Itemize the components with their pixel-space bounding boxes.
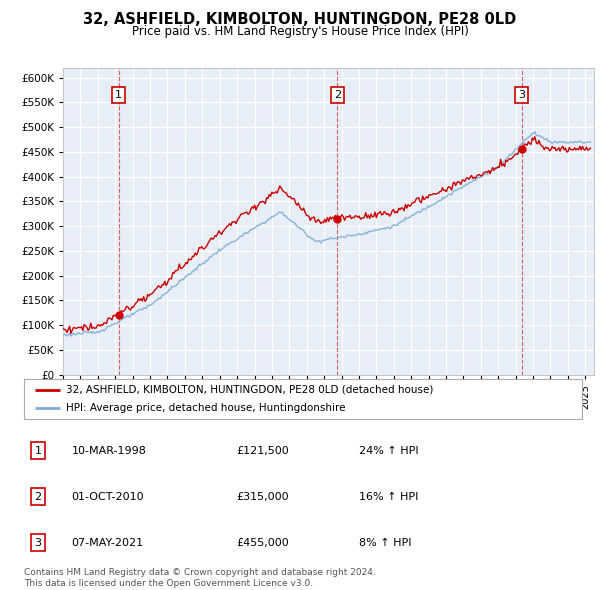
Text: £315,000: £315,000 xyxy=(236,492,289,502)
Text: 1: 1 xyxy=(115,90,122,100)
Text: 32, ASHFIELD, KIMBOLTON, HUNTINGDON, PE28 0LD: 32, ASHFIELD, KIMBOLTON, HUNTINGDON, PE2… xyxy=(83,12,517,27)
Text: 2: 2 xyxy=(34,492,41,502)
Text: 8% ↑ HPI: 8% ↑ HPI xyxy=(359,538,412,548)
Text: 24% ↑ HPI: 24% ↑ HPI xyxy=(359,446,418,455)
Text: 3: 3 xyxy=(34,538,41,548)
Text: Contains HM Land Registry data © Crown copyright and database right 2024.: Contains HM Land Registry data © Crown c… xyxy=(24,568,376,576)
Text: HPI: Average price, detached house, Huntingdonshire: HPI: Average price, detached house, Hunt… xyxy=(66,403,346,413)
Text: 01-OCT-2010: 01-OCT-2010 xyxy=(71,492,144,502)
Text: 1: 1 xyxy=(34,446,41,455)
Text: 2: 2 xyxy=(334,90,341,100)
Text: 3: 3 xyxy=(518,90,525,100)
Text: £455,000: £455,000 xyxy=(236,538,289,548)
Text: This data is licensed under the Open Government Licence v3.0.: This data is licensed under the Open Gov… xyxy=(24,579,313,588)
Text: 10-MAR-1998: 10-MAR-1998 xyxy=(71,446,146,455)
Text: Price paid vs. HM Land Registry's House Price Index (HPI): Price paid vs. HM Land Registry's House … xyxy=(131,25,469,38)
Text: 32, ASHFIELD, KIMBOLTON, HUNTINGDON, PE28 0LD (detached house): 32, ASHFIELD, KIMBOLTON, HUNTINGDON, PE2… xyxy=(66,385,433,395)
Text: £121,500: £121,500 xyxy=(236,446,289,455)
Text: 07-MAY-2021: 07-MAY-2021 xyxy=(71,538,143,548)
Text: 16% ↑ HPI: 16% ↑ HPI xyxy=(359,492,418,502)
